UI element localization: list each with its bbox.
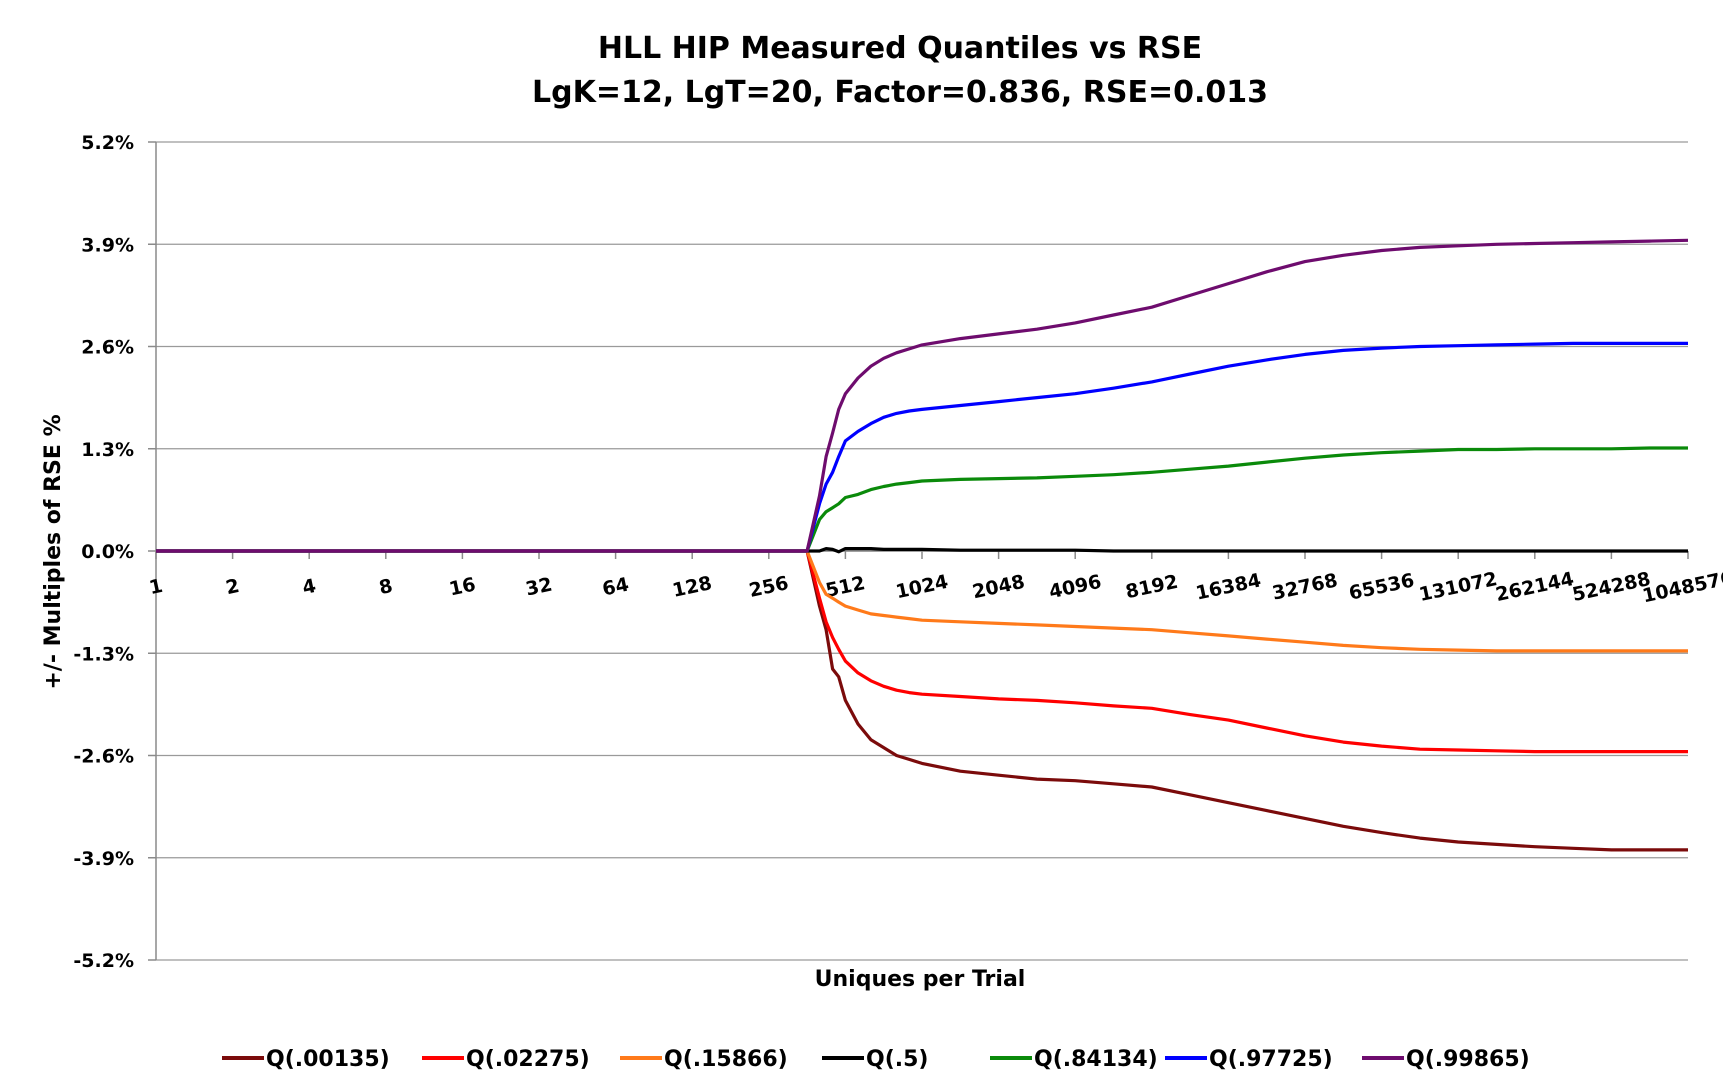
legend-label: Q(.02275) (466, 1047, 590, 1072)
y-tick-label: 2.6% (81, 337, 134, 359)
y-tick-label: -3.9% (73, 848, 134, 870)
chart-title-line2: LgK=12, LgT=20, Factor=0.836, RSE=0.013 (532, 75, 1268, 110)
y-tick-label: 5.2% (81, 132, 134, 154)
y-tick-label: -5.2% (73, 950, 134, 972)
y-axis-ticks: 5.2% 3.9% 2.6% 1.3% 0.0% -1.3% -2.6% -3.9% -5.2% (73, 132, 134, 972)
x-tick-label: 32768 (1270, 569, 1339, 604)
series-lines (156, 238, 1689, 852)
legend-label: Q(.5) (866, 1047, 928, 1072)
series-line (156, 549, 1688, 653)
x-tick-label: 16 (447, 573, 477, 600)
y-axis-label: +/- Multiples of RSE % (41, 414, 66, 689)
y-tick-label: -2.6% (73, 746, 134, 768)
x-tick-label: 32 (524, 573, 554, 600)
x-tick-label: 65536 (1347, 569, 1416, 604)
x-tick-label: 1024 (894, 571, 950, 604)
y-tick-label: 0.0% (81, 541, 134, 563)
x-tick-label: 64 (600, 573, 630, 600)
legend-label: Q(.97725) (1209, 1047, 1333, 1072)
x-tick-label: 4096 (1047, 571, 1103, 604)
legend-label: Q(.00135) (266, 1047, 390, 1072)
x-tick-label: 2 (224, 575, 242, 599)
y-tick-label: 1.3% (81, 439, 134, 461)
x-tick-label: 16384 (1194, 569, 1263, 604)
y-tick-label: -1.3% (73, 643, 134, 665)
x-tick-label: 2048 (970, 571, 1026, 604)
legend: Q(.00135) Q(.02275) Q(.15866) Q(.5) Q(.84134… (222, 1047, 1530, 1072)
x-tick-label: 131072 (1417, 568, 1499, 606)
x-tick-label: 1048576 (1640, 567, 1723, 608)
legend-label: Q(.99865) (1406, 1047, 1530, 1072)
series-line (156, 238, 1689, 553)
x-tick-label: 128 (671, 572, 714, 602)
series-line (156, 341, 1688, 553)
legend-label: Q(.84134) (1034, 1047, 1158, 1072)
x-tick-label: 8 (377, 575, 395, 599)
x-tick-label: 4 (300, 575, 318, 599)
x-tick-label: 262144 (1494, 568, 1576, 606)
x-tick-label: 8192 (1124, 571, 1180, 604)
x-axis-label: Uniques per Trial (815, 967, 1026, 992)
legend-label: Q(.15866) (664, 1047, 788, 1072)
chart-title-line1: HLL HIP Measured Quantiles vs RSE (598, 31, 1202, 66)
x-axis-ticks: 1 2 4 8 16 32 64 128 256 512 1024 2048 4096 8192 16384… (147, 567, 1723, 608)
series-line (156, 446, 1688, 553)
y-tick-label: 3.9% (81, 234, 134, 256)
x-tick-label: 1 (147, 575, 165, 599)
x-tick-label: 256 (747, 572, 790, 602)
